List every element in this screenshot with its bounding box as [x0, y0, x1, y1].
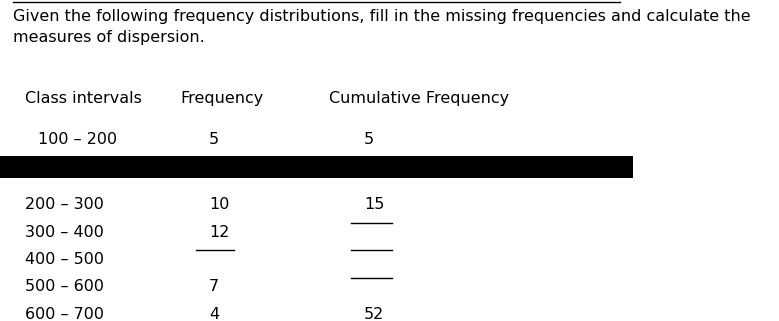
Text: 4: 4	[209, 307, 219, 321]
Text: 100 – 200: 100 – 200	[38, 132, 117, 147]
Text: 15: 15	[364, 197, 384, 212]
Text: 12: 12	[209, 225, 229, 239]
Text: Given the following frequency distributions, fill in the missing frequencies and: Given the following frequency distributi…	[12, 9, 750, 45]
Text: 500 – 600: 500 – 600	[26, 279, 104, 294]
Text: 600 – 700: 600 – 700	[26, 307, 104, 321]
Text: 10: 10	[209, 197, 229, 212]
Text: 300 – 400: 300 – 400	[26, 225, 104, 239]
Text: 200 – 300: 200 – 300	[26, 197, 104, 212]
Text: 52: 52	[364, 307, 384, 321]
Text: 5: 5	[209, 132, 219, 147]
Text: 7: 7	[209, 279, 219, 294]
Text: Cumulative Frequency: Cumulative Frequency	[330, 91, 509, 106]
Text: 400 – 500: 400 – 500	[26, 252, 104, 267]
FancyBboxPatch shape	[0, 156, 633, 178]
Text: Class intervals: Class intervals	[26, 91, 143, 106]
Text: Frequency: Frequency	[181, 91, 263, 106]
Text: 5: 5	[364, 132, 374, 147]
